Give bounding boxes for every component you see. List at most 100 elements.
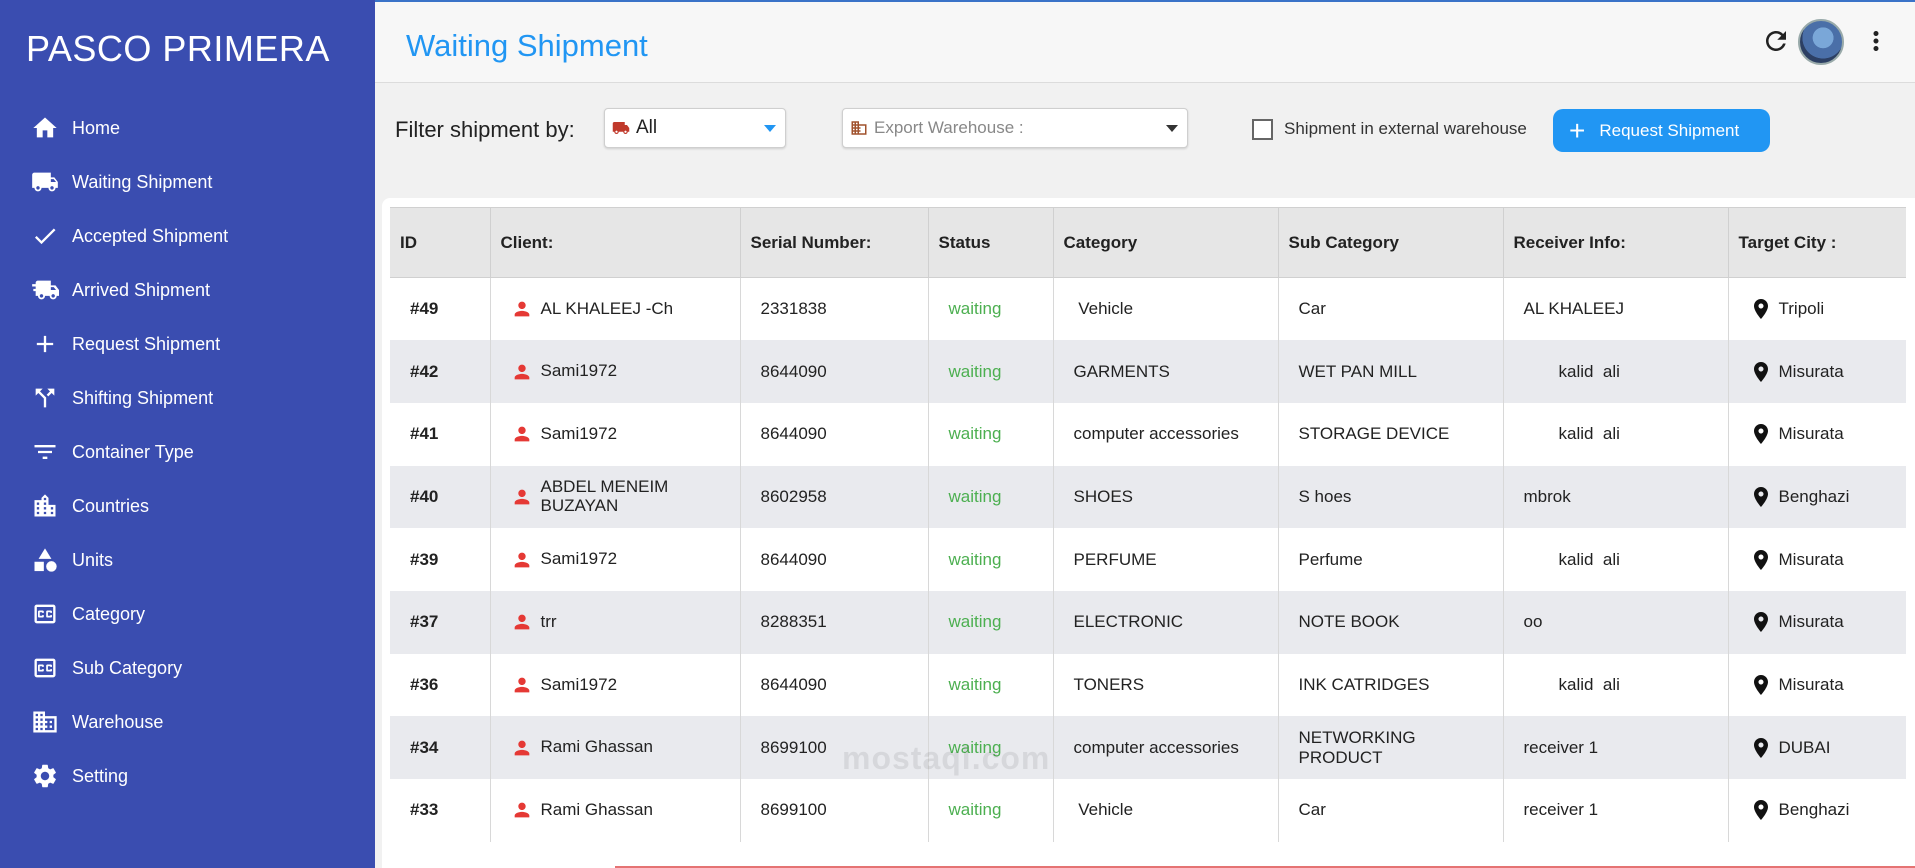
cell-serial: 8602958 (740, 465, 929, 529)
home-icon (30, 113, 60, 143)
city-name: DUBAI (1778, 737, 1831, 757)
shipment-type-value: All (636, 117, 658, 138)
location-pin-icon (1749, 360, 1773, 384)
cell-status: waiting (928, 590, 1054, 654)
request-shipment-label: Request Shipment (1599, 120, 1740, 140)
cell-id: #40 (390, 465, 491, 529)
cell-category: TONERS (1053, 653, 1279, 717)
cell-receiver: kalid ali (1503, 402, 1729, 466)
shipments-table: ID Client: Serial Number: Status Categor… (390, 207, 1906, 842)
table-row[interactable]: #42 Sami1972 8644090 waiting GARMENTS WET PAN… (390, 340, 1906, 403)
cell-category: Vehicle (1053, 277, 1279, 341)
refresh-icon[interactable] (1759, 24, 1793, 58)
cell-client: Sami1972 (490, 340, 741, 403)
header-city[interactable]: Target City : (1728, 207, 1906, 278)
cell-sub-category: STORAGE DEVICE (1278, 402, 1504, 466)
header-sub-category[interactable]: Sub Category (1278, 207, 1504, 278)
cell-city: Misurata (1728, 590, 1906, 654)
sidebar-item-accepted-shipment[interactable]: Accepted Shipment (0, 209, 375, 263)
city-name: Misurata (1778, 612, 1844, 632)
external-warehouse-label: Shipment in external warehouse (1284, 119, 1527, 138)
brand-title: PASCO PRIMERA (26, 28, 330, 69)
sidebar-item-container-type[interactable]: Container Type (0, 425, 375, 479)
request-shipment-button[interactable]: + Request Shipment (1553, 109, 1770, 152)
table-row[interactable]: #36 Sami1972 8644090 waiting TONERS INK CATRI… (390, 653, 1906, 717)
header-id[interactable]: ID (390, 207, 491, 278)
sidebar-item-label: Setting (72, 765, 129, 786)
table-row[interactable]: #34 Rami Ghassan 8699100 waiting computer ac… (390, 716, 1906, 779)
header-receiver[interactable]: Receiver Info: (1503, 207, 1729, 278)
table-row[interactable]: #40 ABDEL MENEIM BUZAYAN 8602958 waiting SHO… (390, 465, 1906, 529)
sidebar-item-shifting-shipment[interactable]: Shifting Shipment (0, 371, 375, 425)
cell-category: ELECTRONIC (1053, 590, 1279, 654)
sidebar-item-setting[interactable]: Setting (0, 749, 375, 803)
cell-serial: 8288351 (740, 590, 929, 654)
cell-status: waiting (928, 653, 1054, 717)
cell-city: Misurata (1728, 654, 1906, 717)
city-name: Misurata (1778, 361, 1844, 381)
shipment-type-select[interactable]: All (604, 108, 786, 148)
sidebar-item-units[interactable]: Units (0, 533, 375, 587)
city-name: Misurata (1778, 424, 1844, 444)
client-name: Rami Ghassan (540, 737, 653, 757)
person-icon (511, 549, 533, 571)
cell-city: Misurata (1728, 340, 1906, 403)
sidebar-item-category[interactable]: Category (0, 587, 375, 641)
avatar[interactable] (1798, 19, 1844, 65)
cell-sub-category: NETWORKING PRODUCT (1278, 716, 1504, 779)
cell-serial: 8644090 (740, 528, 929, 591)
table-row[interactable]: #37 trr 8288351 waiting ELECTRONIC NOTE BOOK o… (390, 590, 1906, 654)
location-pin-icon (1749, 485, 1773, 509)
cell-category: PERFUME (1053, 528, 1279, 591)
cell-sub-category: S hoes (1278, 465, 1504, 529)
sidebar-item-request-shipment[interactable]: Request Shipment (0, 317, 375, 371)
cell-id: #36 (390, 653, 491, 717)
cell-status: waiting (928, 528, 1054, 591)
cell-client: Sami1972 (490, 653, 741, 717)
external-warehouse-checkbox[interactable] (1252, 119, 1273, 140)
table-row[interactable]: #39 Sami1972 8644090 waiting PERFUME Perfume k… (390, 528, 1906, 591)
truck-icon (30, 167, 60, 197)
cell-receiver: kalid ali (1503, 340, 1729, 403)
sidebar-item-sub-category[interactable]: Sub Category (0, 641, 375, 695)
cell-category: Vehicle (1053, 779, 1279, 842)
header-client[interactable]: Client: (490, 207, 741, 278)
watermark: mostaql.com (842, 740, 1051, 776)
warehouse-icon (850, 118, 870, 138)
sidebar-item-home[interactable]: Home (0, 101, 375, 155)
cell-client: ABDEL MENEIM BUZAYAN (490, 465, 741, 529)
chevron-down-icon (1166, 125, 1178, 132)
sidebar-item-label: Units (72, 549, 114, 570)
cell-city: Benghazi (1728, 779, 1906, 842)
cell-sub-category: Car (1278, 779, 1504, 842)
cell-client: Rami Ghassan (490, 716, 741, 779)
table-row[interactable]: #41 Sami1972 8644090 waiting computer access… (390, 402, 1906, 466)
cell-city: Misurata (1728, 403, 1906, 466)
table-row[interactable]: #49 AL KHALEEJ -Ch 2331838 waiting Vehicle C… (390, 277, 1906, 341)
client-name: Sami1972 (540, 361, 618, 381)
fast-truck-icon (30, 275, 60, 305)
sidebar: PASCO PRIMERA Home Waiting Shipment Acce… (0, 0, 375, 868)
client-name: Sami1972 (540, 674, 618, 694)
cell-city: DUBAI (1728, 716, 1906, 779)
sidebar-item-label: Category (72, 603, 146, 624)
header-status[interactable]: Status (928, 207, 1054, 278)
cell-id: #49 (390, 277, 491, 341)
cell-id: #33 (390, 779, 491, 842)
divider (615, 866, 1915, 868)
sidebar-item-arrived-shipment[interactable]: Arrived Shipment (0, 263, 375, 317)
cell-city: Misurata (1728, 528, 1906, 591)
location-pin-icon (1749, 798, 1773, 822)
header-serial[interactable]: Serial Number: (740, 207, 929, 278)
cell-category: SHOES (1053, 465, 1279, 529)
more-vert-icon[interactable] (1859, 24, 1893, 58)
sidebar-item-warehouse[interactable]: Warehouse (0, 695, 375, 749)
table-row[interactable]: #33 Rami Ghassan 8699100 waiting Vehicle Car… (390, 779, 1906, 842)
export-warehouse-select[interactable]: Export Warehouse : (842, 108, 1188, 148)
sidebar-item-countries[interactable]: Countries (0, 479, 375, 533)
cell-sub-category: Car (1278, 277, 1504, 341)
cell-id: #41 (390, 402, 491, 466)
cell-receiver: kalid ali (1503, 528, 1729, 591)
sidebar-item-waiting-shipment[interactable]: Waiting Shipment (0, 155, 375, 209)
header-category[interactable]: Category (1053, 207, 1279, 278)
